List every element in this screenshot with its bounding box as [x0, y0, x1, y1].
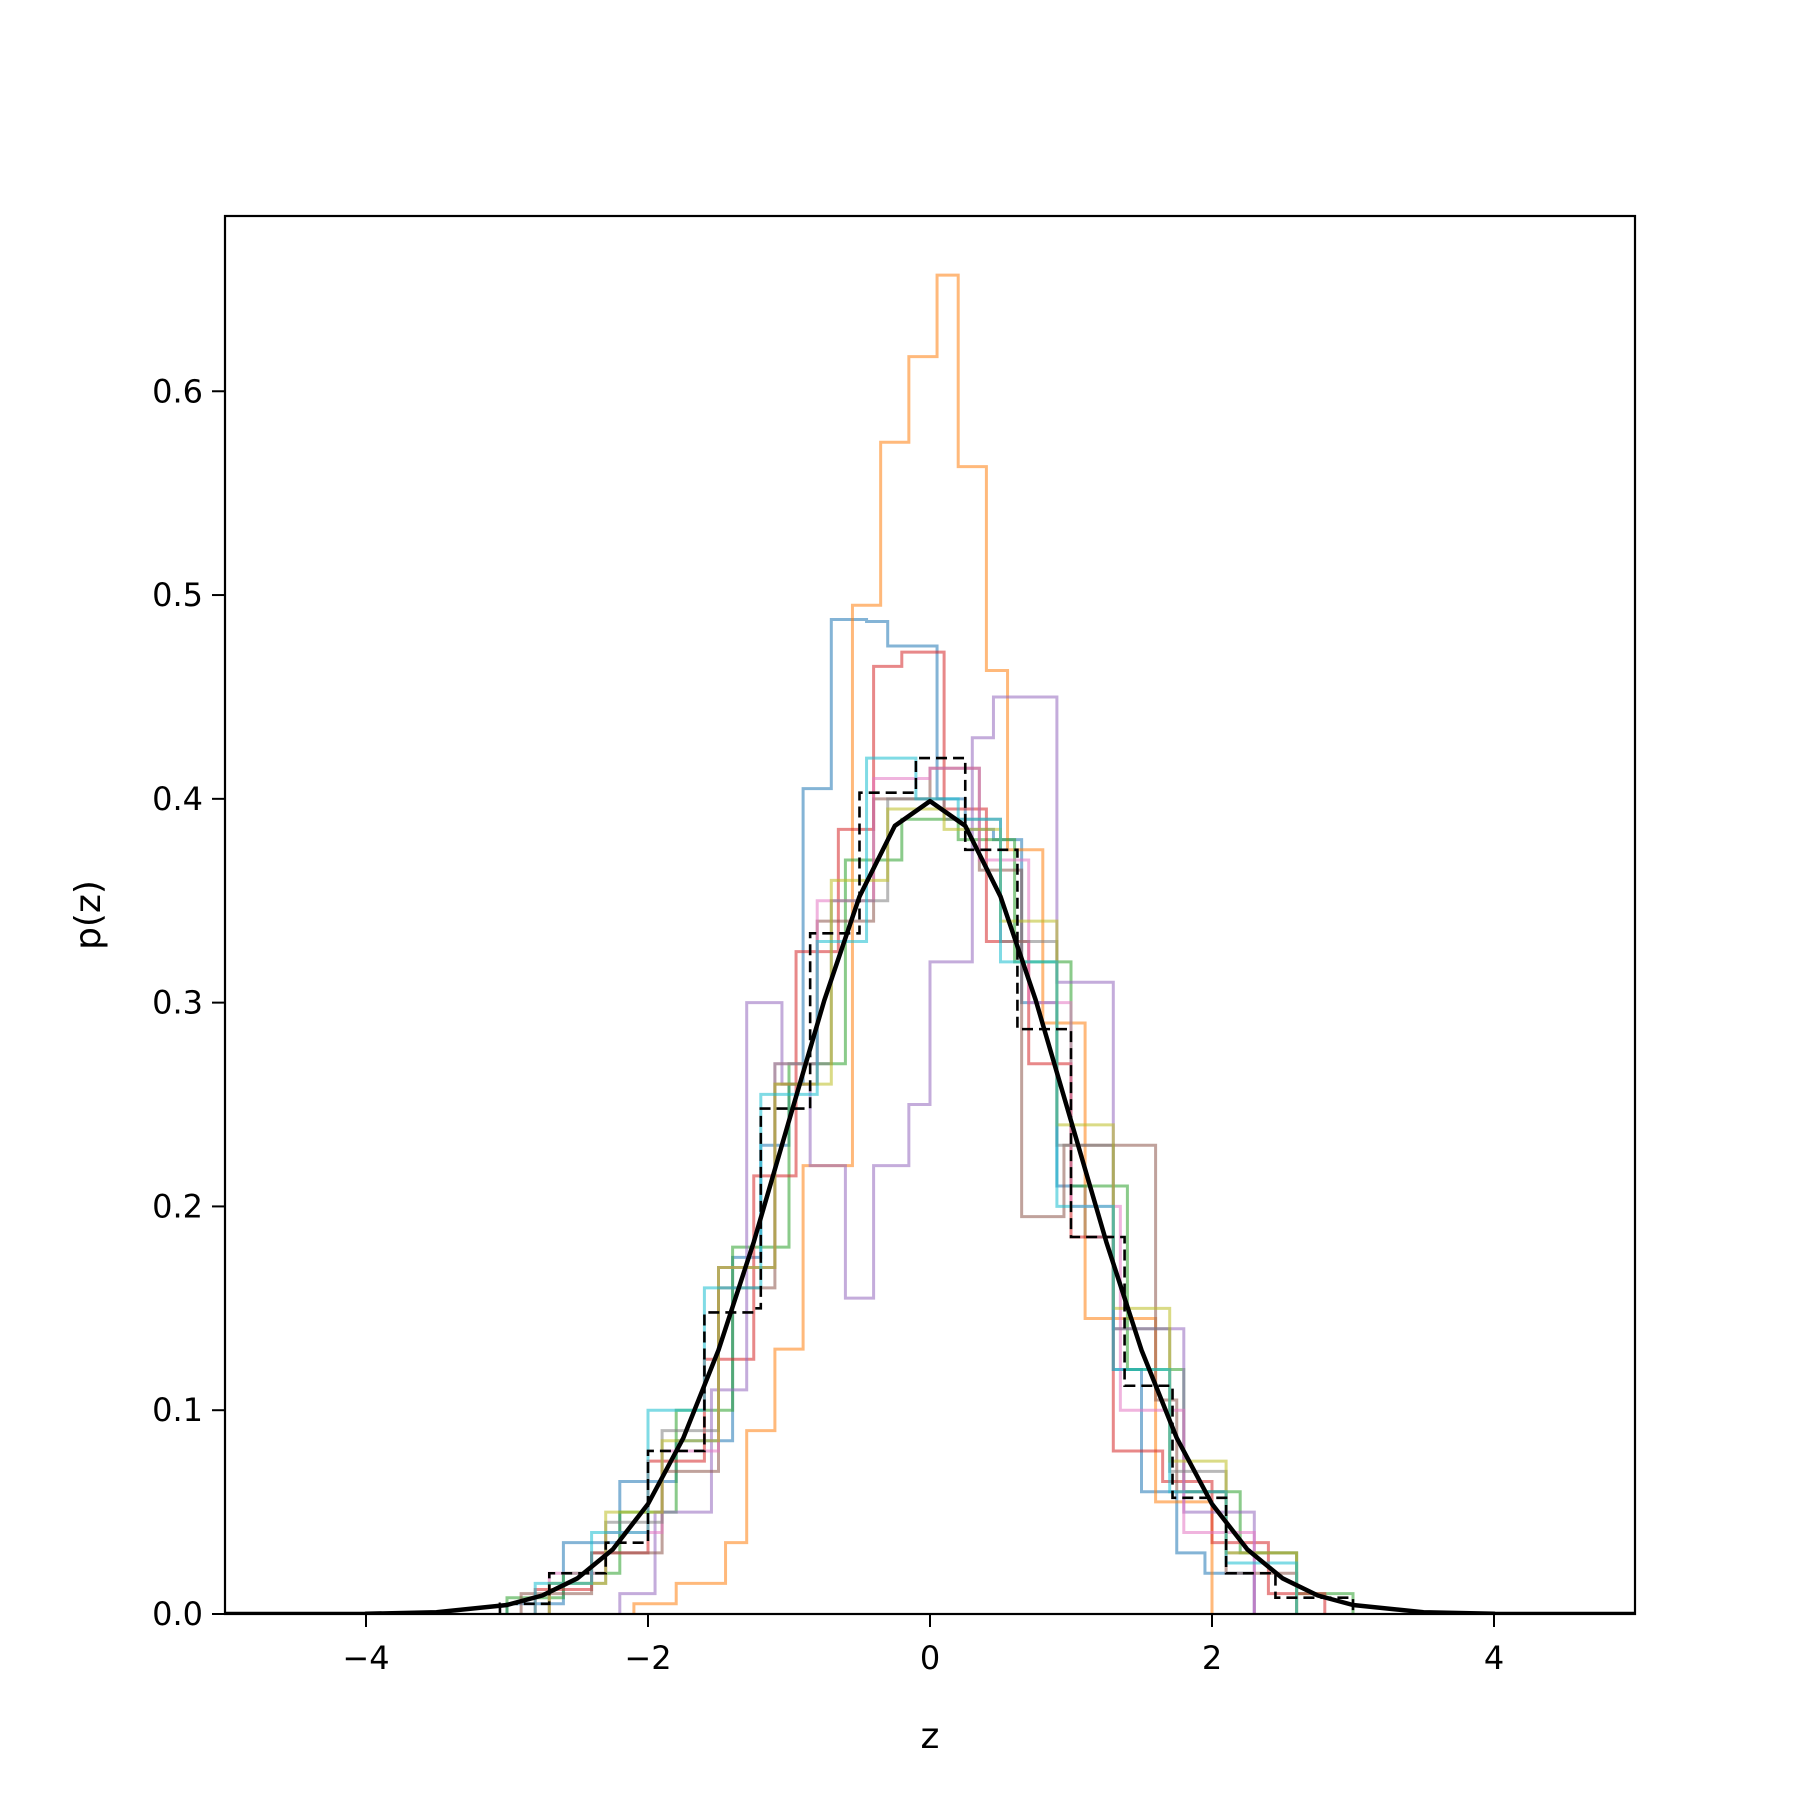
y-tick-label: 0.2 — [152, 1187, 203, 1225]
histogram-series-2 — [632, 273, 1214, 1614]
normal-density-curve — [363, 798, 1497, 1614]
y-tick-label: 0.5 — [152, 576, 203, 614]
normal-curve-layer — [225, 798, 1635, 1614]
x-tick-label: −2 — [624, 1639, 671, 1677]
x-tick-label: −4 — [342, 1639, 389, 1677]
reference-histogram — [498, 756, 1355, 1614]
x-axis-label: z — [921, 1716, 940, 1757]
reference-histogram-layer — [498, 756, 1355, 1614]
x-tick-label: 0 — [920, 1639, 940, 1677]
y-tick-label: 0.1 — [152, 1391, 203, 1429]
y-tick-label: 0.4 — [152, 780, 203, 818]
y-tick-label: 0.6 — [152, 372, 203, 410]
y-tick-label: 0.0 — [152, 1595, 203, 1633]
y-axis: 0.0 0.1 0.2 0.3 0.4 0.5 0.6 — [152, 372, 225, 1633]
x-tick-label: 2 — [1202, 1639, 1222, 1677]
y-tick-label: 0.3 — [152, 984, 203, 1022]
y-axis-label: p(z) — [68, 880, 109, 950]
x-axis: −4 −2 0 2 4 — [342, 1614, 1504, 1677]
x-tick-label: 4 — [1484, 1639, 1504, 1677]
